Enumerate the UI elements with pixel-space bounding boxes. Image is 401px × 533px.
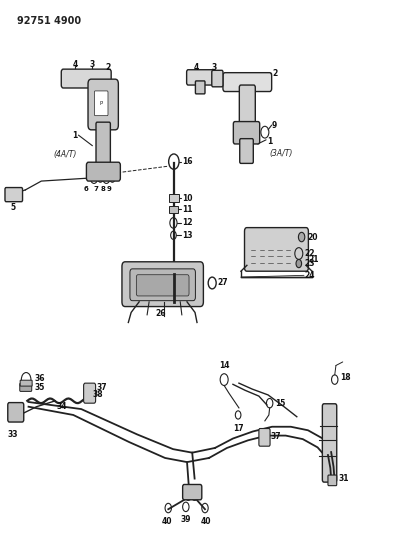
Text: 9: 9 [271,120,277,130]
Text: 34: 34 [57,402,67,411]
FancyBboxPatch shape [223,72,271,92]
FancyBboxPatch shape [83,383,95,403]
Text: 1: 1 [266,136,271,146]
Text: 40: 40 [200,518,211,527]
Text: P: P [99,101,103,106]
Text: 10: 10 [181,193,192,203]
Text: (4A/T): (4A/T) [53,150,77,159]
Text: 14: 14 [219,361,229,370]
Text: 35: 35 [34,383,45,392]
Text: 1: 1 [72,131,77,140]
Text: 37: 37 [96,383,107,392]
FancyBboxPatch shape [258,429,269,446]
FancyBboxPatch shape [20,380,32,386]
FancyBboxPatch shape [186,70,215,85]
FancyBboxPatch shape [195,81,205,94]
FancyBboxPatch shape [5,188,22,201]
Text: 6: 6 [83,185,88,192]
FancyBboxPatch shape [122,262,203,306]
Text: 39: 39 [180,515,190,524]
Text: (3A/T): (3A/T) [269,149,292,158]
FancyBboxPatch shape [239,85,255,127]
Text: 20: 20 [306,232,317,241]
FancyBboxPatch shape [96,122,110,169]
Text: 3: 3 [89,60,95,69]
FancyBboxPatch shape [20,383,32,391]
Text: 38: 38 [92,391,103,399]
Circle shape [295,260,301,268]
Text: 15: 15 [275,399,285,408]
FancyBboxPatch shape [169,194,178,203]
FancyBboxPatch shape [61,69,111,88]
FancyBboxPatch shape [86,162,120,181]
Text: 26: 26 [155,309,165,318]
FancyBboxPatch shape [211,70,223,87]
Text: 5: 5 [11,203,16,212]
Text: 4: 4 [193,63,198,72]
Text: 24: 24 [304,271,314,280]
FancyBboxPatch shape [182,484,201,500]
Text: 37: 37 [270,432,281,441]
Text: 12: 12 [181,219,192,228]
Text: 16: 16 [181,157,192,166]
FancyBboxPatch shape [327,475,336,486]
FancyBboxPatch shape [94,91,108,116]
Text: 92751 4900: 92751 4900 [17,16,81,26]
Text: 36: 36 [34,374,45,383]
Text: 3: 3 [211,63,216,72]
Text: 27: 27 [217,279,228,287]
FancyBboxPatch shape [322,404,336,482]
FancyBboxPatch shape [8,402,24,422]
Text: 2: 2 [271,69,277,78]
Text: 2: 2 [105,63,111,72]
Text: 33: 33 [7,430,18,439]
Text: 9: 9 [107,185,111,192]
FancyBboxPatch shape [233,122,259,144]
Text: 21: 21 [307,255,318,264]
Text: 13: 13 [181,231,192,240]
FancyBboxPatch shape [88,79,118,130]
Circle shape [298,232,304,242]
FancyBboxPatch shape [130,269,195,301]
Text: 7: 7 [94,185,99,192]
Text: 40: 40 [162,518,172,527]
FancyBboxPatch shape [239,139,253,164]
Text: 18: 18 [339,373,350,382]
Text: 17: 17 [232,424,243,433]
Text: 4: 4 [73,60,78,69]
Text: 11: 11 [181,205,192,214]
Text: 8: 8 [100,185,105,192]
Text: 31: 31 [338,474,348,483]
FancyBboxPatch shape [136,274,188,296]
FancyBboxPatch shape [169,206,178,213]
Text: 22: 22 [304,249,314,258]
FancyBboxPatch shape [244,228,308,271]
Text: 23: 23 [304,259,314,268]
